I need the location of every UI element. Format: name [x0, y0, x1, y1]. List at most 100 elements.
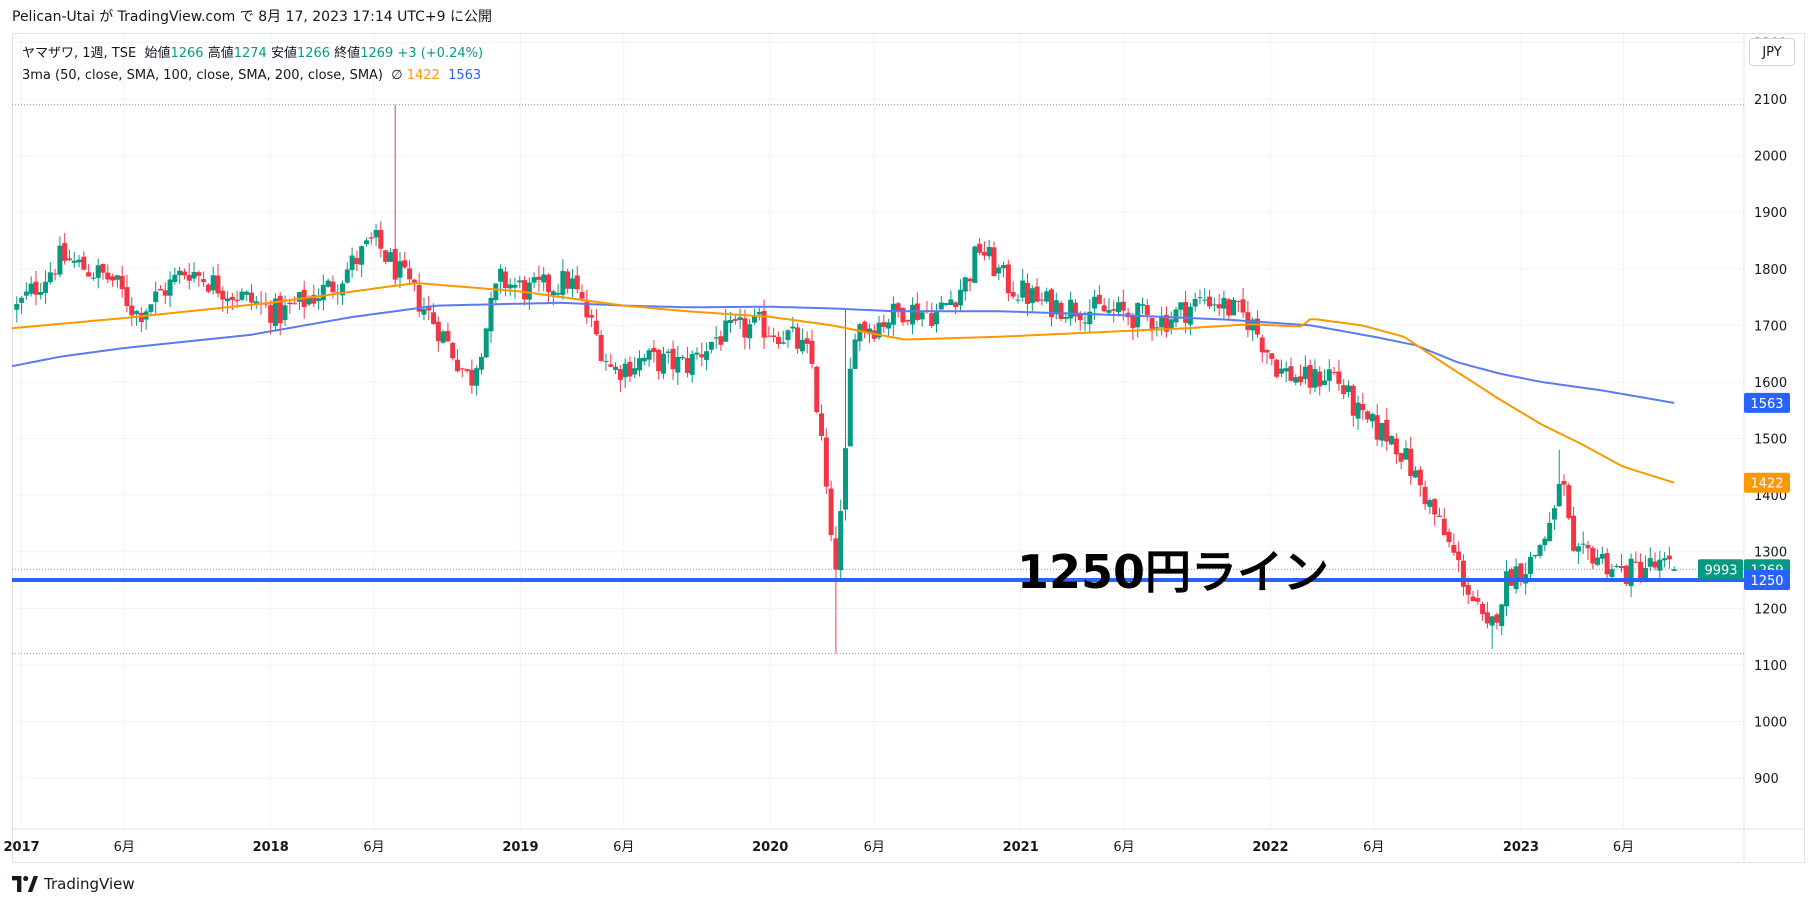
candle-body	[632, 368, 638, 375]
candle-body	[1484, 612, 1490, 624]
candle-body	[311, 294, 317, 304]
candle-body	[1312, 369, 1318, 388]
candle-body	[196, 272, 202, 276]
candle-body	[929, 313, 935, 326]
y-tick-label: 2100	[1754, 93, 1787, 108]
candle-body	[344, 269, 350, 283]
candle-body	[1609, 569, 1615, 578]
candle-body	[828, 488, 834, 536]
candle-body	[1604, 553, 1610, 575]
candle-body	[316, 298, 322, 302]
ma100-line	[11, 282, 1675, 484]
candle-body	[244, 291, 250, 295]
candle-body	[1322, 380, 1328, 385]
candle-body	[1226, 299, 1232, 316]
indicator-info: 3ma (50, close, SMA, 100, close, SMA, 20…	[22, 68, 407, 83]
candle-body	[100, 263, 106, 273]
candle-body	[670, 348, 676, 370]
price-tag-label: 1422	[1750, 477, 1783, 492]
candle-body	[1499, 604, 1505, 627]
candle-body	[153, 291, 159, 303]
candle-body	[656, 349, 662, 372]
low-label: 安値	[266, 46, 297, 61]
candle-body	[249, 292, 255, 303]
candle-body	[201, 279, 207, 283]
candle-body	[181, 271, 187, 276]
candle-body	[1001, 265, 1007, 269]
candle-body	[526, 282, 532, 300]
candle-body	[157, 289, 163, 291]
candle-body	[694, 352, 700, 355]
candle-body	[177, 270, 183, 276]
price-chart[interactable]: 900 1000 1100 1200 1300 1400 1500 1600 1700 1800 1…	[0, 0, 1818, 870]
candle-body	[454, 359, 460, 372]
candle-body	[1139, 304, 1145, 306]
currency-button[interactable]: JPY	[1749, 38, 1795, 66]
candle-body	[1413, 470, 1419, 478]
y-tick-label: 1700	[1754, 319, 1787, 334]
candle-body	[502, 271, 508, 289]
x-tick-label: 2018	[253, 840, 289, 855]
candle-body	[996, 267, 1002, 274]
y-tick-label: 900	[1754, 772, 1779, 787]
x-tick-label: 6月	[363, 840, 384, 855]
candle-body	[387, 252, 393, 262]
footer-branding[interactable]: TradingView	[12, 872, 135, 896]
candle-body	[1187, 306, 1193, 325]
candle-body	[804, 338, 810, 344]
candle-body	[881, 322, 887, 327]
candle-body	[919, 312, 925, 320]
candle-body	[1120, 301, 1126, 311]
candle-body	[1345, 385, 1351, 393]
candle-body	[1365, 411, 1371, 420]
candle-body	[268, 305, 274, 323]
price-tag-label: 1563	[1750, 397, 1783, 412]
candle-body	[1398, 453, 1404, 462]
candle-body	[95, 265, 101, 278]
candle-body	[28, 283, 34, 294]
candle-body	[579, 292, 585, 299]
candle-body	[229, 296, 235, 300]
candle-body	[14, 304, 20, 310]
candle-body	[728, 320, 734, 324]
ma200-line	[11, 301, 1675, 404]
candle-body	[751, 315, 757, 323]
ma200-value: 1563	[448, 68, 482, 83]
candle-body	[565, 271, 571, 289]
x-tick-label: 2019	[502, 840, 538, 855]
candle-body	[641, 357, 647, 362]
candle-body	[38, 292, 44, 295]
indicator-legend-row[interactable]: 3ma (50, close, SMA, 100, close, SMA, 20…	[22, 65, 483, 87]
candle-body	[488, 297, 494, 332]
chart-legend: ヤマザワ, 1週, TSE 始値1266 高値1274 安値1266 終値126…	[22, 43, 483, 87]
candle-body	[1389, 435, 1395, 445]
candle-body	[483, 328, 489, 358]
candle-body	[431, 312, 437, 325]
candle-body	[474, 368, 480, 386]
candle-body	[1475, 598, 1481, 602]
candle-body	[124, 287, 130, 307]
candle-body	[1590, 547, 1596, 564]
candle-body	[1427, 500, 1433, 507]
candle-body	[680, 357, 686, 359]
publish-info: Pelican-Utai が TradingView.com で 8月 17, …	[12, 9, 492, 25]
candle-body	[129, 305, 135, 316]
candle-body	[589, 315, 595, 318]
price-tag-prefix-label: 9993	[1704, 563, 1737, 578]
candle-body	[1480, 603, 1486, 615]
candle-body	[1379, 423, 1385, 441]
candle-body	[1168, 319, 1174, 329]
candle-body	[1211, 304, 1217, 306]
candle-body	[713, 337, 719, 339]
candle-body	[1422, 486, 1428, 505]
candle-body	[421, 309, 427, 315]
candle-body	[1077, 313, 1083, 321]
candle-body	[900, 308, 906, 323]
candle-body	[756, 312, 762, 315]
candle-body	[780, 342, 786, 344]
candle-body	[1254, 318, 1260, 335]
candle-body	[205, 284, 211, 292]
candle-body	[426, 305, 432, 311]
candle-body	[660, 353, 666, 374]
candle-body	[967, 278, 973, 282]
